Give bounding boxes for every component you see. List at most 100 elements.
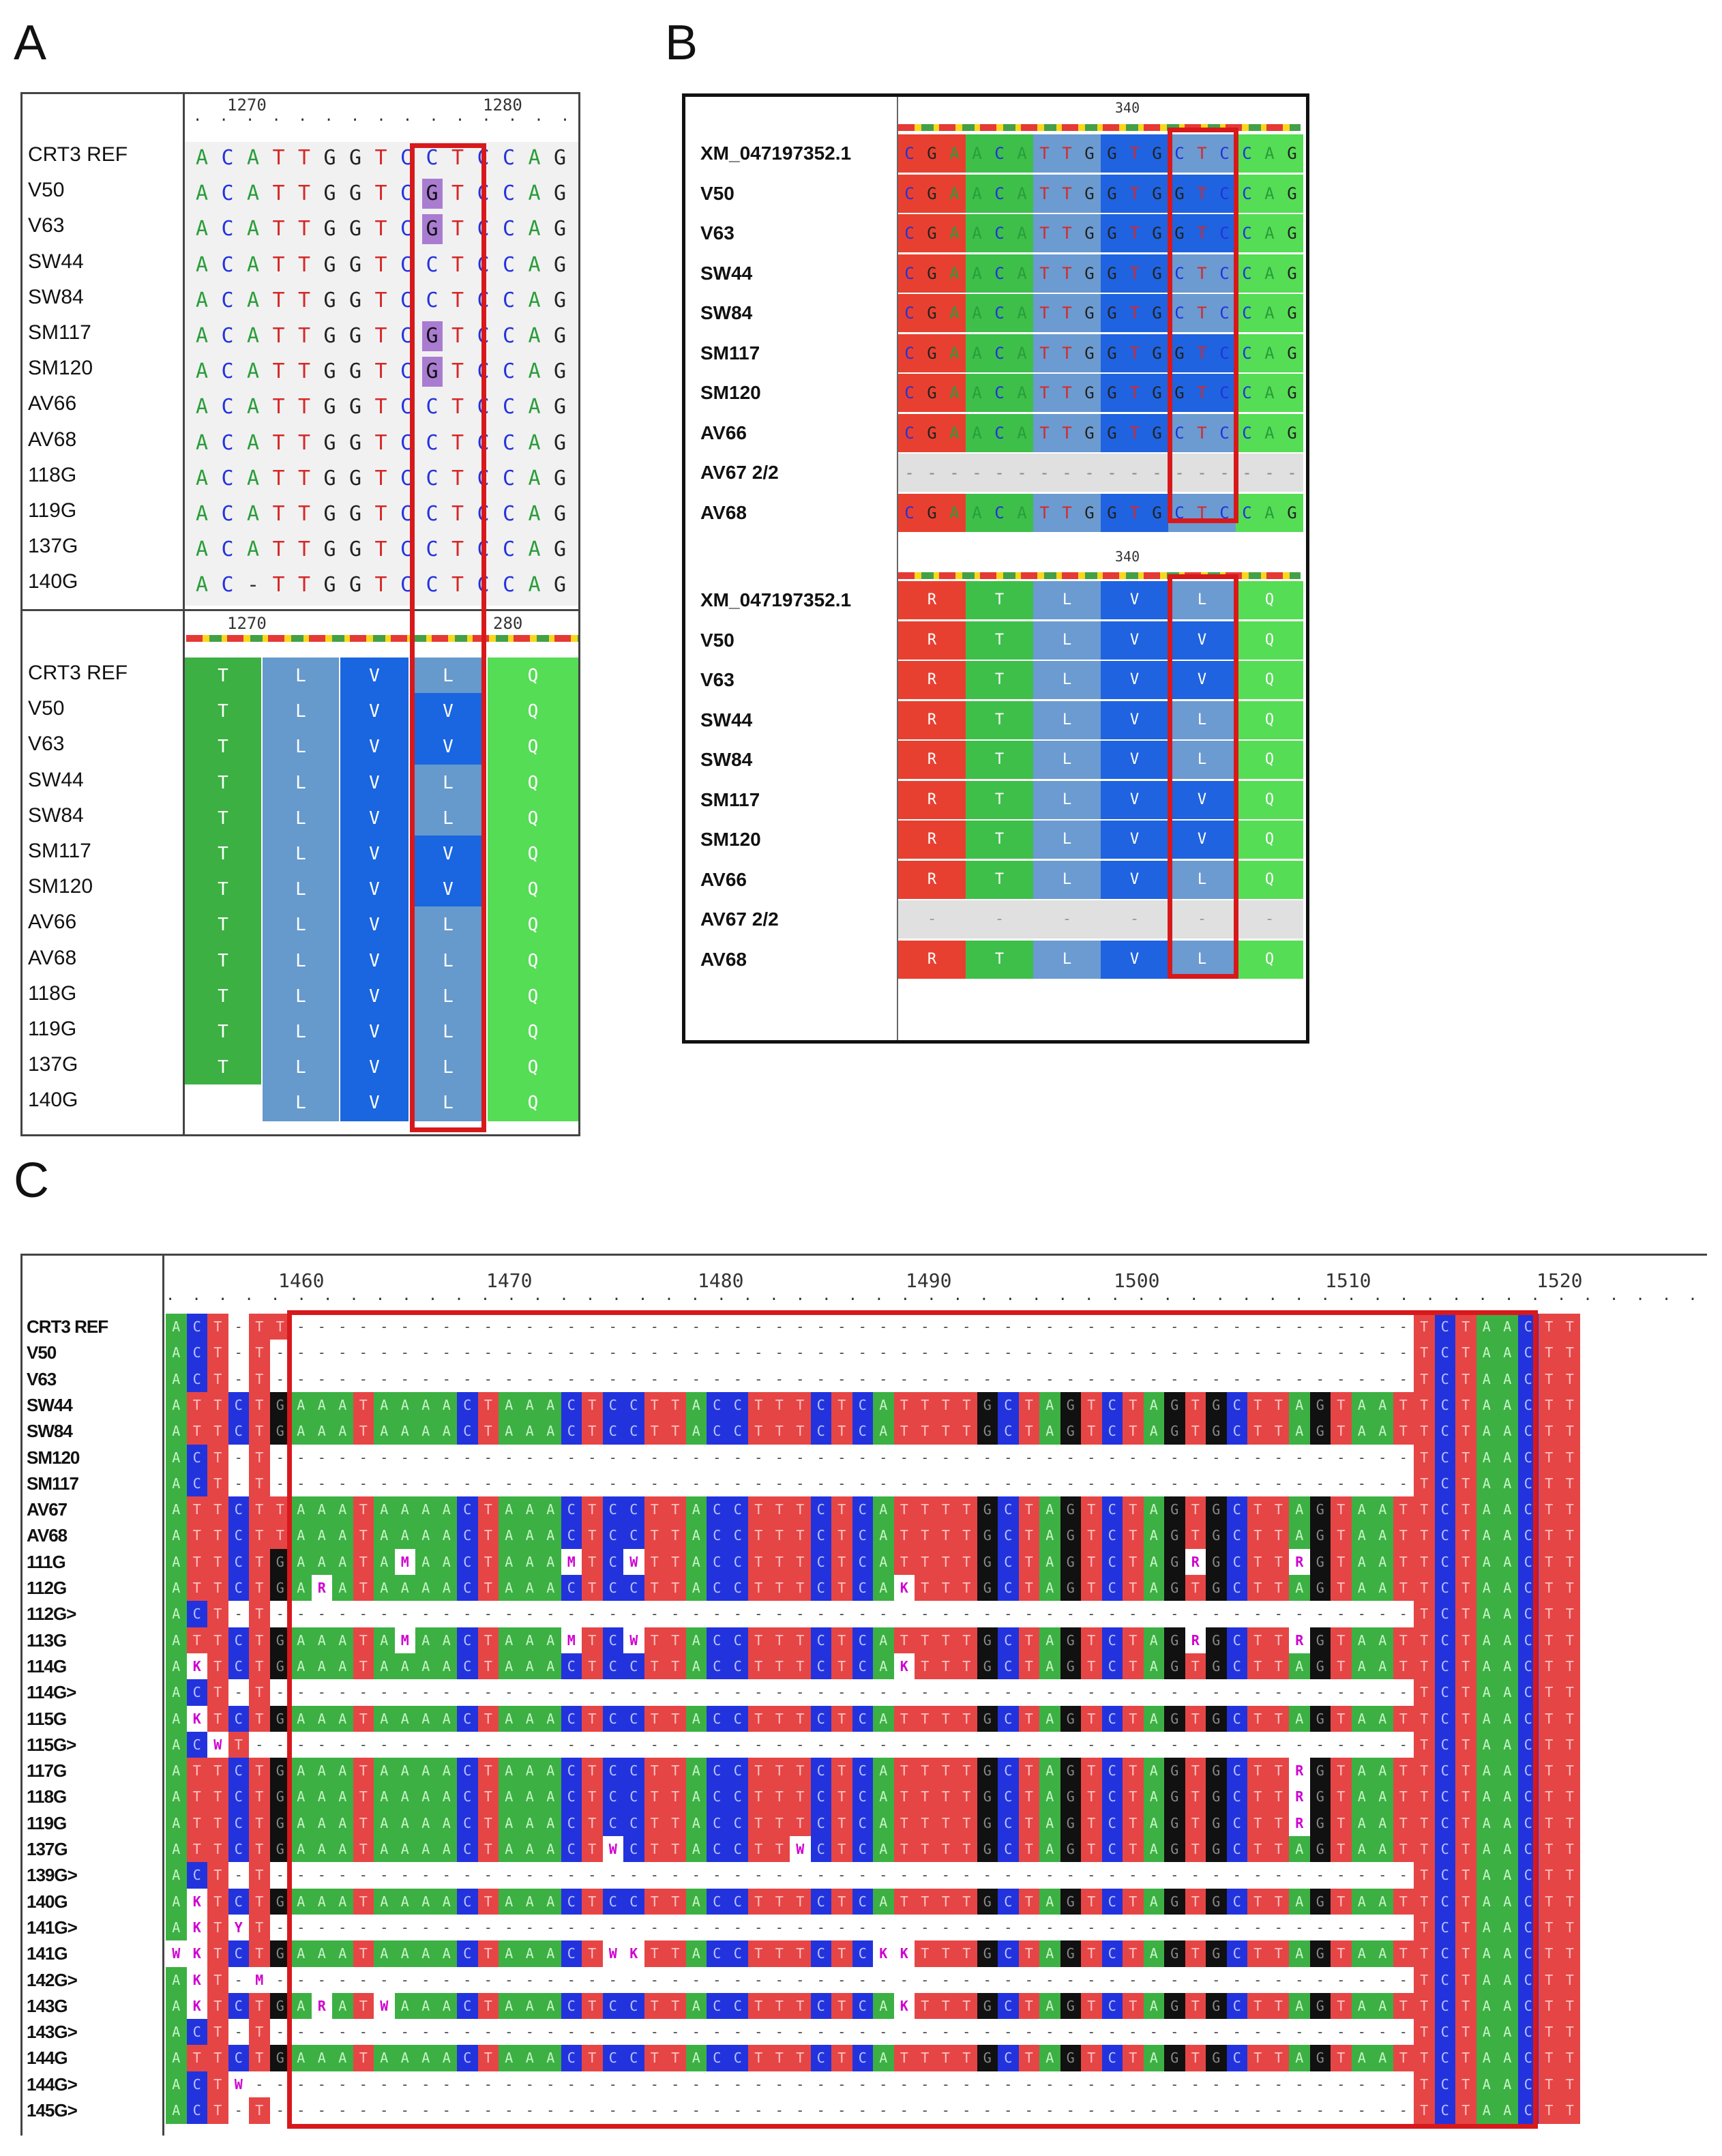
nt-c-left-19-2: T	[207, 1810, 228, 1837]
nt-c-right-16-6: T	[1539, 1731, 1560, 1759]
aa-a-1-1: L	[263, 693, 339, 730]
nt-c-left-7-0: A	[166, 1496, 187, 1524]
nt-a-5-4: T	[297, 324, 311, 348]
nt-b-7-3: A	[966, 413, 988, 452]
nt-c-mid-1-32: -	[956, 1340, 977, 1367]
nt-c-left-14-3: -	[228, 1679, 249, 1707]
nt-a-9-9: C	[426, 466, 439, 490]
aa-a-2-1: L	[263, 728, 339, 766]
nt-a-3-9: C	[426, 252, 439, 277]
nt-c-mid-0-23: -	[769, 1314, 790, 1341]
nt-b-2-9: G	[1101, 214, 1123, 252]
nt-a-12-7: T	[374, 573, 387, 597]
nt-c-mid-0-20: -	[707, 1314, 728, 1341]
aa-a-7-1: L	[263, 906, 339, 944]
nt-c-mid-1-22: -	[748, 1340, 769, 1367]
nt-c-left-29-1: C	[186, 2071, 207, 2098]
nt-c-right-6-6: T	[1539, 1470, 1560, 1498]
seq-name-c-30: 145G>	[27, 2100, 78, 2121]
nt-a-10-12: C	[502, 502, 516, 526]
nt-c-left-12-0: A	[166, 1627, 187, 1654]
nt-c-mid-2-37: -	[1060, 1365, 1081, 1393]
nt-c-left-29-3: W	[228, 2071, 249, 2098]
nt-c-mid-0-2: -	[332, 1314, 353, 1341]
nt-a-7-13: A	[528, 395, 541, 419]
nt-b-4-8: G	[1078, 294, 1101, 332]
nt-a-10-1: C	[221, 502, 234, 526]
cons-a	[186, 635, 578, 642]
aa-b-1-4: V	[1168, 621, 1236, 660]
nt-c-left-27-4: T	[249, 2019, 270, 2046]
nt-a-4-2: A	[246, 288, 260, 312]
nt-c-left-1-2: T	[207, 1340, 228, 1367]
nt-c-left-11-3: -	[228, 1601, 249, 1628]
nt-c-left-27-2: T	[207, 2019, 228, 2046]
nt-c-left-28-2: T	[207, 2045, 228, 2072]
nt-b-0-15: C	[1236, 134, 1258, 173]
aa-b-5-4: V	[1168, 780, 1236, 819]
nt-a-3-13: A	[528, 252, 541, 277]
nt-b-7-9: G	[1101, 413, 1123, 452]
nt-a-9-0: A	[195, 466, 209, 490]
aa-a-5-3: V	[410, 836, 486, 872]
nt-a-7-9: C	[426, 395, 439, 419]
nt-c-left-18-1: T	[186, 1784, 207, 1811]
seq-name-c-8: AV68	[27, 1525, 68, 1546]
nt-c-mid-1-13: -	[561, 1340, 582, 1367]
nt-c-right-18-6: T	[1539, 1784, 1560, 1811]
nt-b-8-1: -	[921, 454, 943, 492]
aa-b-1-3: V	[1101, 621, 1168, 660]
seq-name-b-1: V50	[700, 182, 734, 204]
nt-a-8-13: A	[528, 430, 541, 455]
nt-a-8-4: T	[297, 430, 311, 455]
nt-a-12-6: G	[348, 573, 362, 597]
aa-a-12-4: Q	[488, 1084, 578, 1122]
nt-c-left-1-1: C	[186, 1340, 207, 1367]
nt-c-mid-0-6: -	[415, 1314, 436, 1341]
nt-a-1-9: G	[421, 179, 443, 209]
nt-c-mid-0-45: -	[1226, 1314, 1247, 1341]
nt-c-left-29-2: T	[207, 2071, 228, 2098]
aa-b-7-4: L	[1168, 860, 1236, 899]
nt-c-right-4-6: T	[1539, 1418, 1560, 1445]
nt-c-right-23-7: T	[1559, 1914, 1580, 1942]
nt-c-left-20-2: T	[207, 1836, 228, 1863]
nt-c-right-1-2: T	[1455, 1340, 1476, 1367]
nt-b-4-4: C	[988, 294, 1011, 332]
seq-name-c-27: 143G>	[27, 2022, 78, 2043]
nt-c-left-27-3: -	[228, 2019, 249, 2046]
nt-b-6-0: C	[898, 374, 921, 412]
nt-c-mid-1-25: -	[810, 1340, 831, 1367]
ruler-aa-a-right: 280	[493, 614, 523, 633]
nt-a-10-10: T	[451, 502, 464, 526]
seq-name-c-7: AV67	[27, 1499, 68, 1520]
nt-c-left-22-2: T	[207, 1888, 228, 1915]
aa-a-12-3: L	[410, 1084, 486, 1122]
nt-c-mid-1-2: -	[332, 1340, 353, 1367]
nt-a-1-12: C	[502, 181, 516, 206]
nt-c-mid-1-21: -	[727, 1340, 748, 1367]
nt-c-mid-0-7: -	[436, 1314, 457, 1341]
nt-c-right-24-6: T	[1539, 1940, 1560, 1968]
nt-b-7-4: C	[988, 413, 1011, 452]
aa-b-5-5: Q	[1236, 780, 1303, 819]
nt-a-7-0: A	[195, 395, 209, 419]
aa-name-a-4: SW84	[28, 803, 84, 827]
nt-a-7-6: G	[348, 395, 362, 419]
nt-c-left-6-1: C	[186, 1470, 207, 1498]
aa-name-a-10: 119G	[28, 1018, 77, 1040]
nt-b-5-4: C	[988, 334, 1011, 372]
nt-b-3-0: C	[898, 254, 921, 293]
nt-c-right-30-6: T	[1539, 2097, 1560, 2125]
nt-c-left-15-3: C	[228, 1705, 249, 1732]
nt-c-mid-1-15: -	[602, 1340, 623, 1367]
nt-a-12-12: C	[502, 573, 516, 597]
nt-c-left-11-1: C	[186, 1601, 207, 1628]
nt-c-left-18-0: A	[166, 1784, 187, 1811]
nt-c-mid-1-42: -	[1164, 1340, 1185, 1367]
aa-b-8-1: -	[966, 900, 1033, 939]
nt-c-mid-0-40: -	[1123, 1314, 1144, 1341]
nt-a-11-9: C	[426, 537, 439, 562]
seq-name-c-2: V63	[27, 1368, 57, 1389]
nt-b-8-8: -	[1078, 454, 1101, 492]
